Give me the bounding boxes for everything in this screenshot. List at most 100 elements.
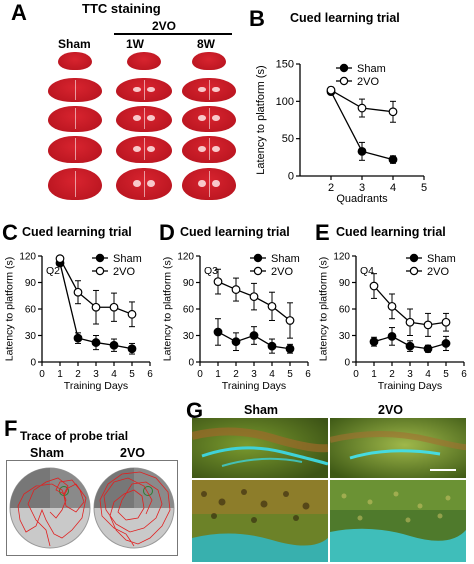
chart-e: 0 30 60 90 120 0 1 2 3 4 5 6 Latency to platform (s)… (318, 252, 468, 393)
legend-marker-2vo (339, 76, 349, 86)
data-point-2vo (55, 254, 65, 264)
x-tick-label: 4 (269, 369, 275, 380)
y-tick-label: 90 (183, 278, 195, 289)
legend-marker-sham (409, 253, 419, 263)
x-tick-label: 3 (251, 369, 257, 380)
panel-a-col-sham: Sham (58, 37, 91, 51)
x-tick-label: 1 (371, 369, 377, 380)
2vo-pool (93, 467, 175, 549)
panel-g-letter: G (186, 398, 204, 423)
ttc-slice (48, 78, 102, 102)
x-tick-label: 0 (353, 369, 359, 380)
panel-f-letter: F (4, 416, 18, 441)
panel-f-label-2vo: 2VO (120, 446, 146, 460)
x-tick-label: 4 (390, 182, 396, 194)
x-tick-label: 2 (75, 369, 81, 380)
x-axis-label: Training Days (222, 380, 286, 392)
ttc-brain-slices-image (42, 52, 238, 204)
chart-d: 0 30 60 90 120 0 1 2 3 4 5 6 Latency to platform (s)… (162, 252, 312, 393)
y-tick-label: 90 (339, 278, 351, 289)
data-point-2vo (369, 281, 379, 291)
data-point-2vo (91, 302, 101, 312)
probe-trial-frame (6, 460, 178, 556)
microscopy-2vo-low (330, 418, 466, 478)
data-point-sham (405, 341, 415, 351)
x-tick-label: 2 (328, 182, 334, 194)
panel-f-title: Trace of probe trial (20, 429, 129, 443)
legend-marker-2vo (253, 266, 263, 276)
legend-label-2vo: 2VO (357, 76, 379, 88)
y-tick-label: 100 (276, 96, 294, 108)
x-tick-label: 0 (39, 369, 45, 380)
chart-b: 0 50 100 150 2 3 4 5 Latency to platform (s) Quad… (255, 59, 427, 206)
y-tick-label: 0 (288, 171, 294, 183)
data-point-sham (387, 331, 397, 341)
data-point-2vo (249, 292, 259, 302)
legend-label-sham: Sham (113, 253, 142, 265)
data-point-2vo (326, 85, 336, 95)
data-point-2vo (73, 287, 83, 297)
y-tick-label: 60 (25, 305, 37, 316)
data-point-sham (109, 340, 119, 350)
ttc-slice (182, 106, 236, 132)
ttc-slice (116, 136, 172, 163)
ttc-slice (116, 168, 172, 200)
legend-label-sham: Sham (357, 63, 386, 75)
chart-c: 0 30 60 90 120 0 1 2 3 4 5 6 Latency to platform (s)… (4, 252, 154, 393)
legend-marker-sham (339, 63, 349, 73)
data-point-sham (127, 344, 137, 354)
y-axis-label: Latency to platform (s) (162, 257, 174, 361)
data-point-2vo (423, 320, 433, 330)
panel-a-col-1w: 1W (126, 37, 144, 51)
data-point-sham (285, 344, 295, 354)
y-tick-label: 120 (177, 252, 194, 263)
x-tick-label: 3 (407, 369, 413, 380)
y-tick-label: 30 (339, 331, 351, 342)
x-tick-label: 3 (359, 182, 365, 194)
data-point-2vo (357, 103, 367, 113)
sham-pool (9, 467, 91, 549)
y-tick-label: 0 (30, 358, 36, 369)
legend-label-sham: Sham (427, 253, 456, 265)
panel-c-letter: C (2, 220, 18, 245)
quadrant-label: Q3 (204, 265, 218, 277)
data-point-sham (213, 327, 223, 337)
data-point-sham (388, 155, 398, 164)
data-point-2vo (127, 309, 137, 319)
ttc-slice (116, 106, 172, 132)
panel-d-title: Cued learning trial (180, 225, 290, 239)
legend-label-2vo: 2VO (427, 266, 449, 278)
x-tick-label: 4 (425, 369, 431, 380)
ttc-slice (182, 78, 236, 102)
legend-marker-sham (95, 253, 105, 263)
ttc-slice (182, 168, 236, 200)
microscopy-sham-high (192, 480, 328, 562)
y-axis-label: Latency to platform (s) (4, 257, 16, 361)
x-tick-label: 1 (57, 369, 63, 380)
legend-marker-2vo (409, 266, 419, 276)
y-tick-label: 0 (344, 358, 350, 369)
y-tick-label: 120 (333, 252, 350, 263)
ttc-slice (116, 78, 172, 102)
panel-a-group-label: 2VO (152, 19, 177, 33)
x-tick-label: 2 (389, 369, 395, 380)
data-point-sham (423, 344, 433, 354)
x-tick-label: 1 (215, 369, 221, 380)
x-tick-label: 5 (129, 369, 135, 380)
microscopy-sham-low (192, 418, 328, 478)
x-tick-label: 4 (111, 369, 117, 380)
x-tick-label: 6 (305, 369, 311, 380)
legend-label-2vo: 2VO (113, 266, 135, 278)
panel-a-group-bracket (114, 33, 232, 35)
x-tick-label: 5 (443, 369, 449, 380)
x-tick-label: 5 (421, 182, 427, 194)
y-tick-label: 50 (282, 133, 294, 145)
ttc-slice (182, 136, 236, 163)
y-axis-label: Latency to platform (s) (255, 65, 267, 174)
data-point-2vo (231, 285, 241, 294)
data-point-2vo (441, 317, 451, 327)
data-point-2vo (267, 301, 277, 311)
panel-g-label-2vo: 2VO (378, 403, 404, 417)
panel-b-letter: B (249, 6, 265, 31)
panel-e-letter: E (315, 220, 330, 245)
